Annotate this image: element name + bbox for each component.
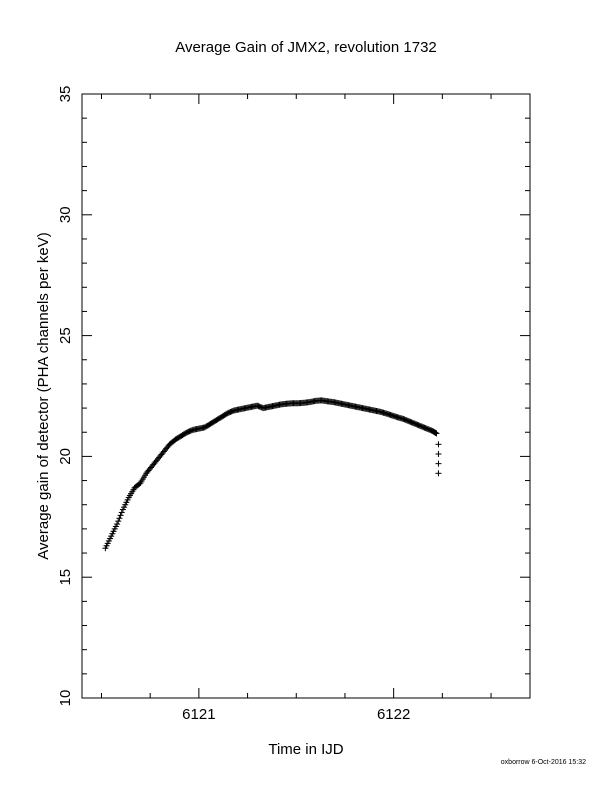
chart-title: Average Gain of JMX2, revolution 1732 <box>175 39 437 56</box>
x-axis-label: Time in IJD <box>268 741 343 758</box>
data-point <box>433 430 440 437</box>
y-tick-label: 15 <box>57 569 74 586</box>
outlier-point <box>435 441 442 448</box>
data-point <box>115 518 122 525</box>
axis-ticks <box>82 93 530 699</box>
data-point <box>118 509 125 516</box>
data-point <box>117 512 124 519</box>
outlier-point <box>435 460 442 467</box>
outlier-point <box>435 450 442 457</box>
data-point <box>114 521 121 528</box>
y-tick-label: 10 <box>57 690 74 707</box>
y-tick-label: 25 <box>57 327 74 344</box>
y-tick-label: 30 <box>57 206 74 223</box>
x-tick-labels: 6121 6122 <box>182 706 410 723</box>
y-tick-label: 35 <box>57 86 74 103</box>
plot-frame <box>81 93 531 699</box>
y-tick-labels: 10 15 20 25 30 35 <box>57 86 74 707</box>
footer-credit: oxborrow 6-Oct-2016 15:32 <box>500 759 586 766</box>
x-tick-label: 6122 <box>377 706 410 723</box>
data-point <box>116 515 123 522</box>
data-points <box>102 397 442 552</box>
x-tick-label: 6121 <box>182 706 215 723</box>
y-tick-label: 20 <box>57 448 74 465</box>
outlier-point <box>435 470 442 477</box>
y-axis-label: Average gain of detector (PHA channels p… <box>35 232 52 559</box>
